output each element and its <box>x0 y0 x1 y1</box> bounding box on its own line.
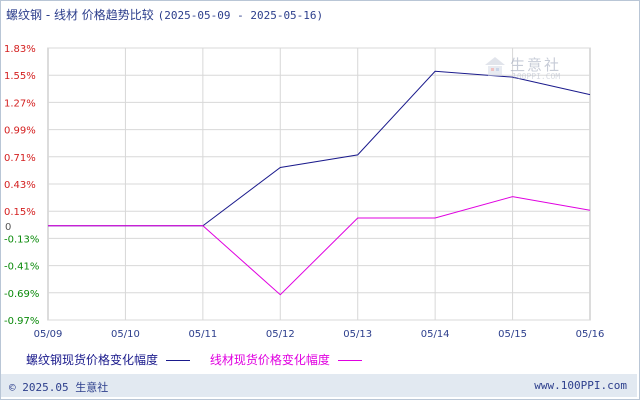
series-line-1 <box>48 70 591 227</box>
footer-bar: © 2025.05 生意社 www.100PPI.com <box>1 374 637 397</box>
x-tick-label: 05/09 <box>34 329 63 340</box>
x-tick-label: 05/10 <box>111 329 140 340</box>
watermark-logo: 生意社 100PPI.COM <box>484 54 576 84</box>
y-tick-label: 0.99% <box>4 126 36 137</box>
chart-title-main: 螺纹钢 - 线材 价格趋势比较 <box>6 8 154 22</box>
y-tick-label: 1.55% <box>4 71 36 82</box>
x-tick-label: 05/11 <box>188 329 217 340</box>
y-tick-label: 0.43% <box>4 180 36 191</box>
legend-label-series2: 线材现货价格变化幅度 <box>209 353 330 367</box>
chart-title-range: (2025-05-09 - 2025-05-16) <box>157 9 324 22</box>
x-tick-label: 05/16 <box>576 329 605 340</box>
legend-swatch-series2 <box>337 360 362 361</box>
legend-item-series2: 线材现货价格变化幅度 <box>210 351 362 368</box>
footer-site-link[interactable]: www.100PPI.com <box>534 379 627 392</box>
y-tick-label: 1.27% <box>4 98 36 109</box>
watermark-subtext: 100PPI.COM <box>512 72 561 81</box>
chart-legend: 螺纹钢现货价格变化幅度 线材现货价格变化幅度 <box>26 351 378 368</box>
building-icon <box>485 57 505 76</box>
series-line-2 <box>48 196 591 296</box>
x-tick-label: 05/14 <box>421 329 450 340</box>
y-tick-label: 0 <box>5 222 11 233</box>
legend-label-series1: 螺纹钢现货价格变化幅度 <box>26 353 159 367</box>
x-tick-label: 05/13 <box>343 329 372 340</box>
y-tick-label: 0.15% <box>4 207 36 218</box>
x-tick-label: 05/15 <box>498 329 527 340</box>
watermark-text: 生意社 <box>510 56 562 74</box>
y-tick-label: -0.69% <box>4 289 39 300</box>
y-tick-label: -0.13% <box>4 234 39 245</box>
y-tick-label: -0.97% <box>4 316 39 327</box>
y-tick-label: -0.41% <box>4 262 39 273</box>
y-tick-label: 1.83% <box>4 44 36 55</box>
footer-copyright: © 2025.05 生意社 <box>9 381 109 394</box>
x-tick-label: 05/12 <box>266 329 295 340</box>
chart-title: 螺纹钢 - 线材 价格趋势比较 (2025-05-09 - 2025-05-16… <box>6 6 323 23</box>
legend-swatch-series1 <box>166 360 191 361</box>
y-tick-label: 0.71% <box>4 153 36 164</box>
legend-item-series1: 螺纹钢现货价格变化幅度 <box>26 351 191 368</box>
